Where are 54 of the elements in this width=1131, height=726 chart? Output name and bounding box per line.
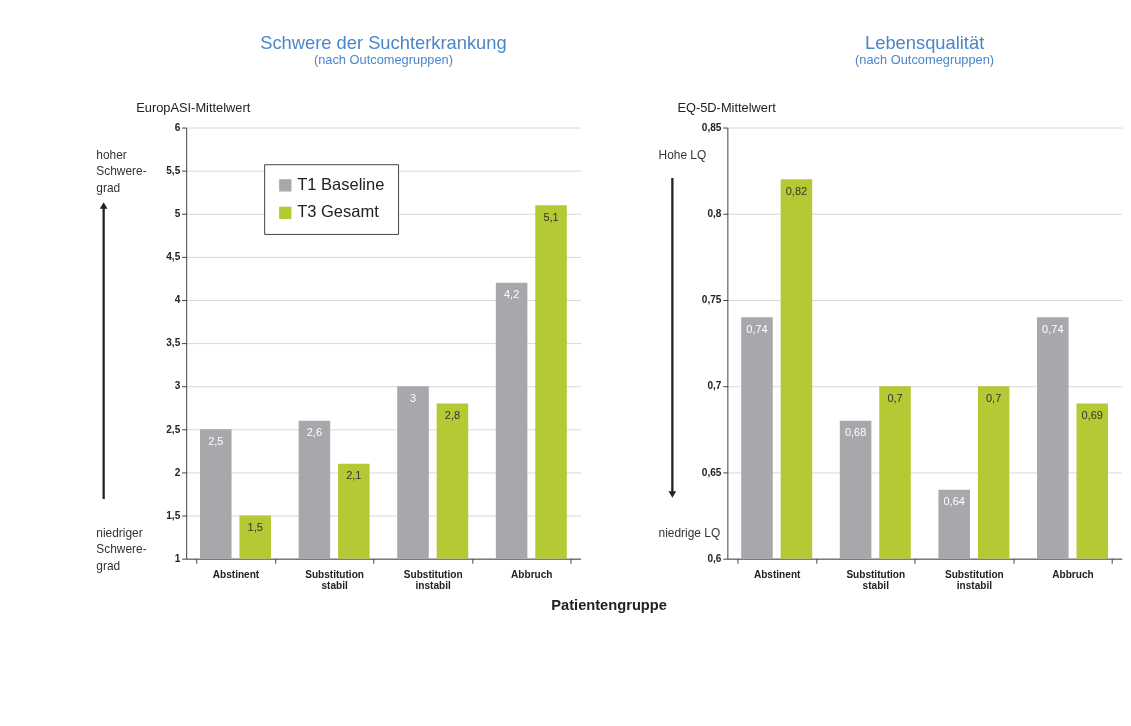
data-label: 2,8 (444, 409, 461, 422)
y-tick-label: 4,5 (166, 251, 181, 263)
data-label: 2,1 (346, 469, 362, 482)
chart-title: Lebensqualität (865, 31, 985, 53)
data-label: 2,5 (208, 434, 224, 447)
y-tick-label: 4 (174, 294, 181, 306)
y-tick-label: 1 (174, 552, 181, 564)
data-label: 1,5 (247, 521, 263, 534)
data-label: 0,69 (1081, 409, 1103, 422)
x-tick-label: Substitution stabil (305, 568, 364, 592)
y-tick-label: 0,8 (707, 208, 722, 220)
y-tick-label: 0,65 (701, 466, 722, 478)
legend-label: T3 Gesamt (297, 202, 380, 221)
chart-subtitle: (nach Outcomegruppen) (855, 52, 995, 68)
y-tick-label: 5,5 (166, 164, 181, 176)
y-tick-label: 1,5 (166, 509, 181, 521)
y-axis-title: EuropASI-Mittelwert (136, 100, 251, 116)
x-tick-label: Abbruch (1052, 568, 1094, 580)
data-label: 3 (409, 391, 417, 404)
y-axis-title: EQ-5D-Mittelwert (677, 100, 777, 116)
y-tick-label: 5 (174, 208, 181, 220)
chart-subtitle: (nach Outcomegruppen) (313, 52, 453, 68)
x-tick-label: Substitution stabil (846, 568, 906, 592)
y-tick-label: 0,6 (707, 552, 722, 564)
x-tick-label: Substitution instabil (403, 568, 463, 592)
text: Hohe LQ (658, 147, 707, 162)
data-label: 0,74 (1042, 322, 1064, 335)
text: niedrige LQ (658, 525, 721, 540)
text: niedriger Schwere- grad (96, 525, 147, 573)
y-tick-label: 0,7 (707, 380, 722, 392)
data-label: 0,74 (746, 322, 768, 335)
data-label: 2,6 (306, 426, 323, 439)
y-tick-label: 3 (174, 380, 181, 392)
data-label: 4,2 (503, 288, 520, 301)
data-label: 0,64 (943, 495, 965, 508)
y-tick-label: 3,5 (166, 337, 181, 349)
x-tick-label: Abstinent (212, 568, 260, 580)
x-axis-title: Patientengruppe (551, 597, 667, 614)
data-label: 0,7 (887, 391, 903, 404)
y-tick-label: 2 (174, 466, 181, 478)
legend-label: T1 Baseline (297, 174, 385, 193)
data-label: 5,1 (543, 210, 559, 223)
data-label: 0,7 (985, 391, 1002, 404)
y-tick-label: 0,75 (701, 294, 722, 306)
x-tick-label: Abstinent (753, 568, 802, 580)
chart-title: Schwere der Suchterkrankung (260, 31, 507, 53)
x-tick-label: Substitution instabil (944, 568, 1004, 592)
data-label: 0,68 (844, 426, 867, 439)
text: hoher Schwere- grad (96, 147, 147, 195)
y-tick-label: 0,85 (701, 121, 722, 133)
y-tick-label: 2,5 (166, 423, 181, 435)
y-tick-label: 6 (174, 121, 181, 133)
data-label: 0,82 (785, 184, 808, 197)
x-tick-label: Abbruch (511, 568, 553, 580)
